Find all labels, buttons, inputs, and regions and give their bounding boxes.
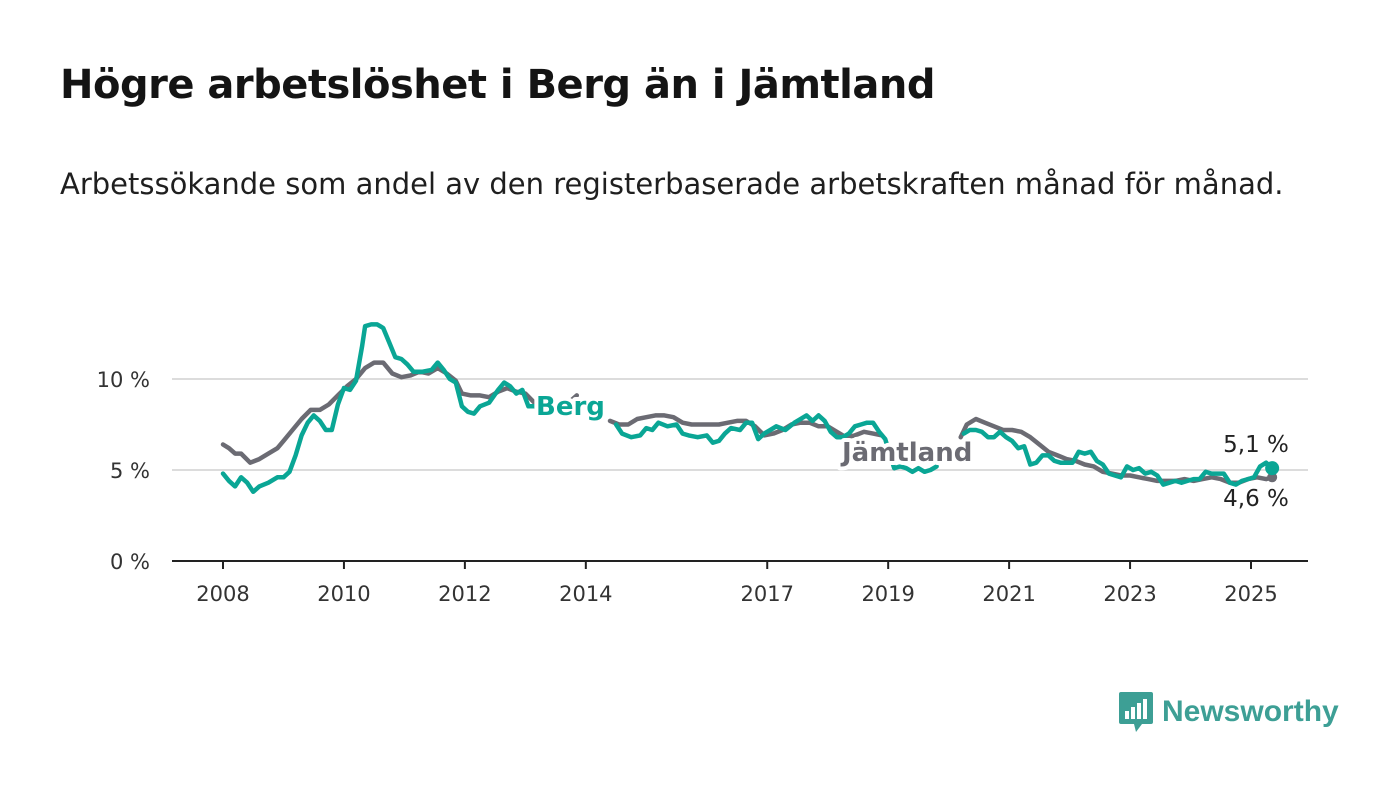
x-tick-label: 2023: [1103, 582, 1156, 606]
chart-subtitle: Arbetssökande som andel av den registerb…: [60, 167, 1284, 201]
berg-line: [220, 322, 573, 495]
y-tick-label: 5 %: [110, 459, 150, 483]
jamtland-line: [220, 360, 580, 465]
axis-ticks: 0 % 5 % 10 % 2008 2010 2012 2014 2017 2019 2021 20…: [97, 368, 1278, 606]
x-tick-label: 2014: [559, 582, 612, 606]
y-tick-label: 10 %: [97, 368, 150, 392]
x-tick-label: 2017: [741, 582, 794, 606]
newsworthy-logo[interactable]: Newsworthy: [1118, 690, 1339, 734]
newsworthy-logo-text: Newsworthy: [1162, 695, 1339, 728]
jamtland-line: [607, 413, 885, 440]
jamtland-series-label: Jämtland: [840, 438, 972, 468]
chart-title: Högre arbetslöshet i Berg än i Jämtland: [60, 62, 936, 108]
berg-series-label: Berg: [536, 392, 605, 422]
jamtland-end-marker: [1267, 472, 1278, 483]
x-tick-label: 2008: [196, 582, 249, 606]
newsworthy-logo-icon: [1119, 692, 1153, 732]
series-lines: [220, 322, 1280, 495]
y-tick-label: 0 %: [110, 550, 150, 574]
berg-end-value-label: 5,1 %: [1223, 432, 1289, 458]
series-labels: Berg Jämtland 5,1 % 4,6 %: [532, 388, 1289, 512]
grid-lines: [172, 378, 1308, 562]
x-tick-label: 2021: [982, 582, 1035, 606]
jamtland-end-value-label: 4,6 %: [1223, 486, 1289, 512]
berg-end-marker: [1265, 461, 1280, 476]
berg-line: [613, 413, 939, 475]
x-tick-label: 2010: [317, 582, 370, 606]
x-tick-label: 2019: [861, 582, 914, 606]
berg-line: [961, 427, 1275, 487]
x-tick-label: 2025: [1224, 582, 1277, 606]
x-tick-label: 2012: [438, 582, 491, 606]
